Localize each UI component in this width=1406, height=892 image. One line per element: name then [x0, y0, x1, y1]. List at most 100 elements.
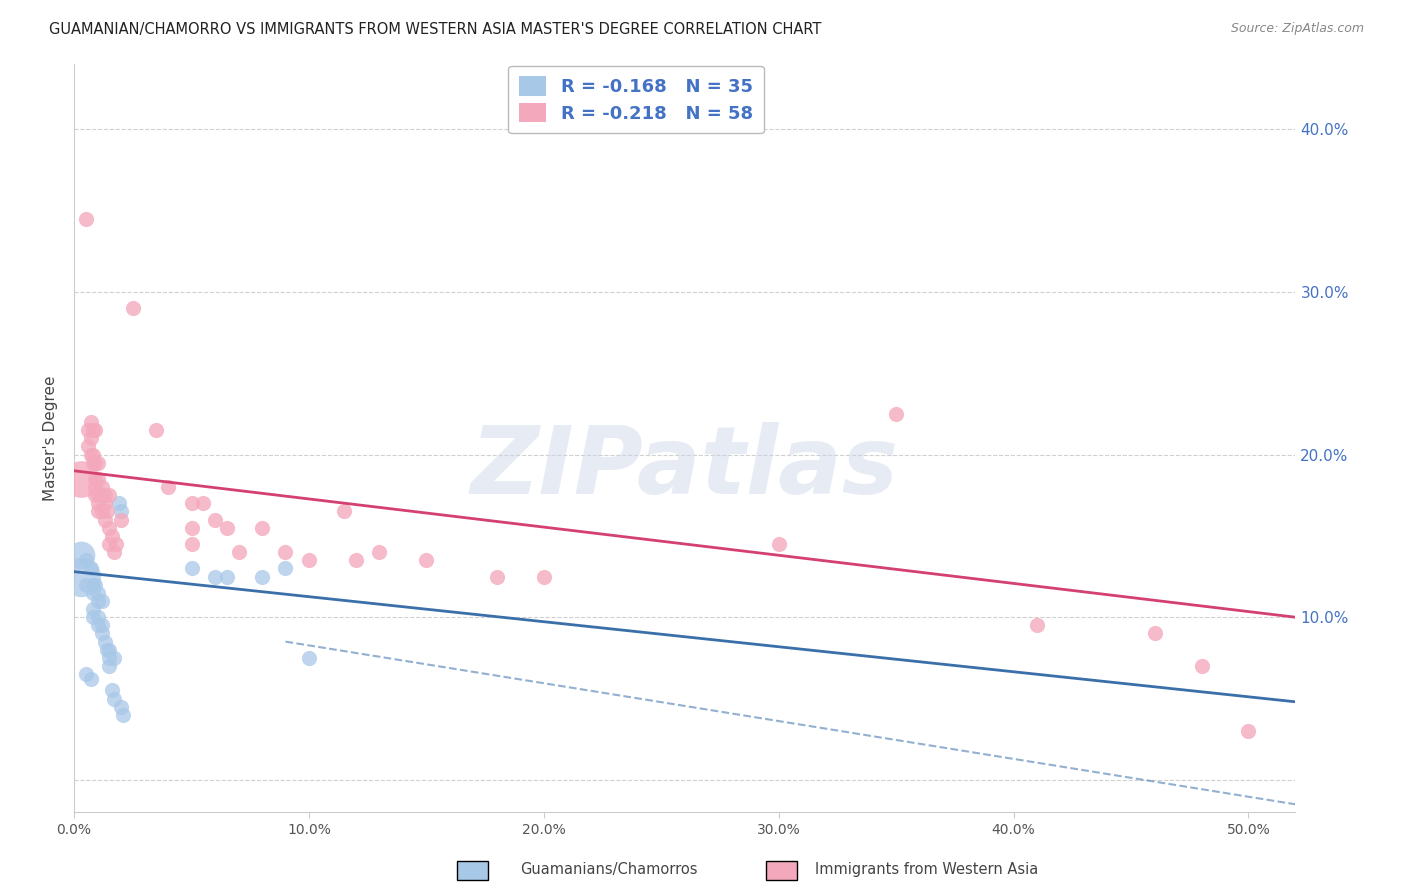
Point [98, 642, 121, 657]
Point [96, 504, 118, 518]
Point [250, 521, 273, 535]
Point [274, 545, 297, 559]
Point [79, 448, 101, 462]
Point [1026, 618, 1049, 632]
Point [98, 488, 121, 502]
Point [84, 456, 107, 470]
Point [82, 448, 104, 462]
Point [180, 496, 202, 510]
Point [368, 545, 391, 559]
Point [193, 496, 215, 510]
Point [98, 659, 121, 673]
Point [333, 504, 356, 518]
Point [75, 577, 97, 591]
Text: Guamanians/Chamorros: Guamanians/Chamorros [520, 863, 697, 877]
Point [75, 667, 97, 681]
Point [768, 537, 790, 551]
Point [91, 504, 114, 518]
Point [82, 602, 104, 616]
Point [93, 488, 115, 502]
Point [93, 496, 115, 510]
Point [103, 651, 125, 665]
Point [344, 553, 367, 567]
Point [79, 561, 101, 575]
Point [79, 415, 101, 429]
Point [86, 472, 108, 486]
Text: GUAMANIAN/CHAMORRO VS IMMIGRANTS FROM WESTERN ASIA MASTER'S DEGREE CORRELATION C: GUAMANIAN/CHAMORRO VS IMMIGRANTS FROM WE… [49, 22, 821, 37]
Point [77, 423, 100, 437]
Point [93, 513, 115, 527]
Point [98, 651, 121, 665]
Point [96, 642, 118, 657]
Point [70, 472, 93, 486]
Point [75, 553, 97, 567]
Text: Source: ZipAtlas.com: Source: ZipAtlas.com [1230, 22, 1364, 36]
Point [70, 549, 93, 563]
Point [86, 586, 108, 600]
Point [91, 618, 114, 632]
Point [70, 569, 93, 583]
Point [91, 626, 114, 640]
Text: Immigrants from Western Asia: Immigrants from Western Asia [815, 863, 1039, 877]
Point [110, 513, 132, 527]
Point [79, 672, 101, 686]
Point [228, 545, 250, 559]
Point [884, 407, 907, 421]
Point [250, 569, 273, 583]
Point [84, 488, 107, 502]
Point [77, 439, 100, 453]
Point [180, 521, 202, 535]
Y-axis label: Master's Degree: Master's Degree [44, 376, 58, 501]
Point [91, 594, 114, 608]
Point [103, 691, 125, 706]
Point [204, 569, 226, 583]
Point [84, 423, 107, 437]
Point [86, 618, 108, 632]
Point [82, 610, 104, 624]
Point [84, 472, 107, 486]
Point [86, 610, 108, 624]
Point [82, 586, 104, 600]
Point [485, 569, 508, 583]
Point [298, 553, 321, 567]
Point [98, 521, 121, 535]
Point [1237, 724, 1260, 739]
Point [157, 480, 180, 494]
Point [145, 423, 167, 437]
Point [86, 488, 108, 502]
Point [215, 521, 238, 535]
Point [100, 529, 122, 543]
Point [110, 699, 132, 714]
Point [86, 504, 108, 518]
Point [82, 423, 104, 437]
Point [75, 211, 97, 226]
Point [93, 634, 115, 648]
Legend: R = -0.168   N = 35, R = -0.218   N = 58: R = -0.168 N = 35, R = -0.218 N = 58 [508, 66, 763, 134]
Point [1143, 626, 1166, 640]
Point [86, 456, 108, 470]
Point [274, 561, 297, 575]
Point [121, 301, 143, 315]
Point [107, 496, 129, 510]
Point [91, 480, 114, 494]
Point [105, 537, 128, 551]
Point [103, 545, 125, 559]
Point [415, 553, 437, 567]
Point [79, 431, 101, 445]
Point [1191, 659, 1213, 673]
Point [112, 707, 135, 722]
Point [84, 480, 107, 494]
Point [110, 504, 132, 518]
Point [82, 456, 104, 470]
Point [204, 513, 226, 527]
Point [82, 577, 104, 591]
Point [215, 569, 238, 583]
Text: ZIPatlas: ZIPatlas [471, 422, 898, 514]
Point [86, 594, 108, 608]
Point [180, 537, 202, 551]
Point [533, 569, 555, 583]
Point [98, 537, 121, 551]
Point [180, 561, 202, 575]
Point [86, 496, 108, 510]
Point [100, 683, 122, 698]
